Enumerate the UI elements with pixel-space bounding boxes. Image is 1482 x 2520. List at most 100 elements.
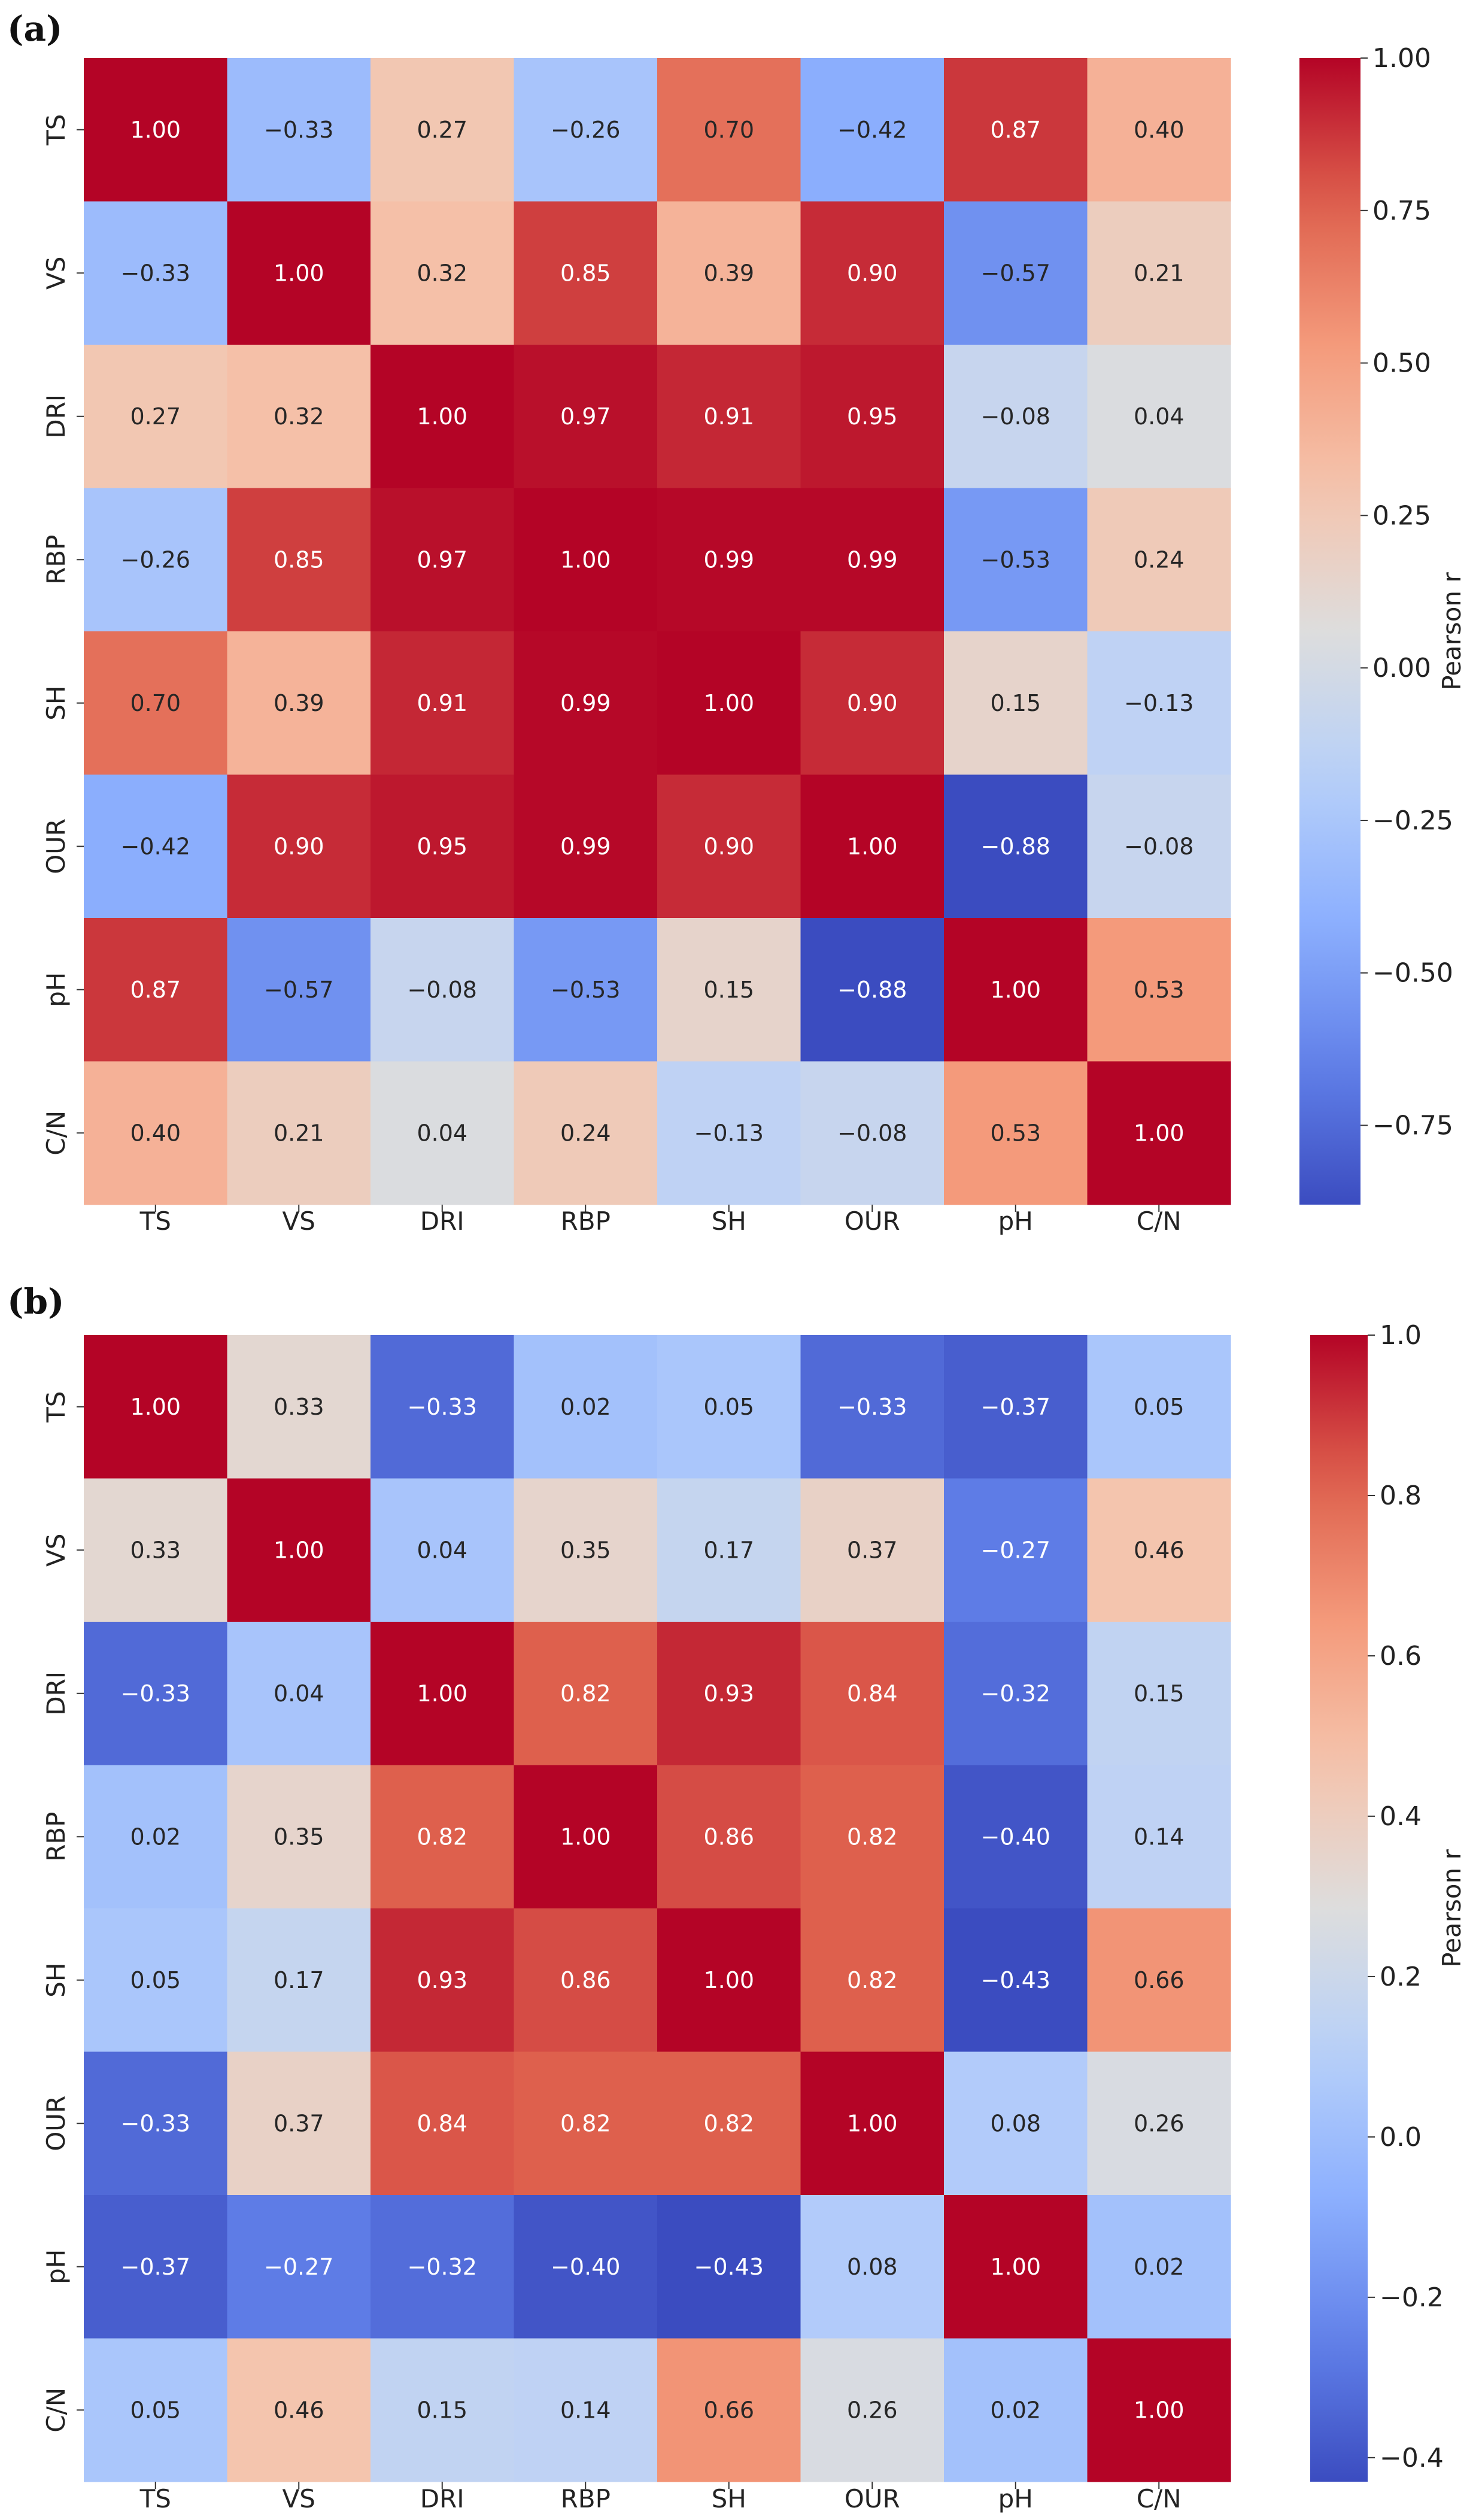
heatmap-cell: [657, 918, 801, 1062]
heatmap-cell: [227, 488, 371, 632]
cell-value-label: 0.04: [417, 1120, 467, 1146]
cell-value-label: 0.02: [1134, 2254, 1185, 2280]
heatmap-cell: [657, 631, 801, 776]
heatmap-cell: [514, 2195, 658, 2339]
heatmap-cell: [84, 1335, 228, 1479]
cell-value-label: 0.26: [1134, 2110, 1185, 2136]
heatmap-cell: [800, 774, 945, 919]
cell-value-label: −0.13: [694, 1120, 764, 1146]
cell-value-label: 1.00: [703, 1967, 754, 1993]
heatmap-cell: [800, 488, 945, 632]
colorbar-tick-label: −0.75: [1372, 1111, 1453, 1141]
heatmap-cell: [944, 774, 1088, 919]
heatmap-cell: [944, 1478, 1088, 1622]
heatmap-cell: [370, 918, 515, 1062]
cell-value-label: 0.90: [847, 690, 898, 716]
x-tick-label: C/N: [1137, 2484, 1182, 2513]
cell-value-label: 0.53: [1134, 977, 1185, 1003]
heatmap-cell: [514, 1061, 658, 1205]
cell-value-label: 0.39: [274, 690, 324, 716]
cell-value-label: −0.08: [837, 1120, 907, 1146]
cell-value-label: 1.00: [274, 1537, 324, 1563]
heatmap-cell: [370, 2195, 515, 2339]
cell-value-label: 0.37: [847, 1537, 898, 1563]
heatmap-cell: [1087, 58, 1231, 202]
cell-value-label: −0.33: [121, 1680, 190, 1707]
cell-value-label: 0.90: [703, 833, 754, 859]
cell-value-label: 0.66: [1134, 1967, 1185, 1993]
cell-value-label: −0.57: [981, 260, 1050, 286]
heatmap-cell: [800, 201, 945, 345]
colorbar-tick-label: 0.8: [1380, 1481, 1422, 1511]
heatmap-cell: [227, 918, 371, 1062]
heatmap-cell: [84, 1908, 228, 2053]
heatmap-cell: [84, 201, 228, 345]
cell-value-label: 0.95: [847, 403, 898, 430]
cell-value-label: 0.93: [417, 1967, 467, 1993]
y-tick-label: SH: [41, 1963, 71, 1998]
cell-value-label: 0.24: [560, 1120, 611, 1146]
heatmap-cell: [657, 201, 801, 345]
colorbar-tick-label: −0.25: [1372, 805, 1453, 836]
cell-value-label: 0.17: [274, 1967, 324, 1993]
cell-value-label: −0.43: [694, 2254, 764, 2280]
heatmap-cell: [227, 2195, 371, 2339]
x-tick-label: TS: [139, 1206, 171, 1236]
y-tick-label: VS: [41, 257, 71, 290]
cell-value-label: 0.86: [560, 1967, 611, 1993]
heatmap-cell: [657, 1765, 801, 1909]
cell-value-label: 0.32: [417, 260, 467, 286]
cell-value-label: −0.33: [837, 1394, 907, 1420]
colorbar-tick-label: −0.50: [1372, 958, 1453, 989]
cell-value-label: 0.05: [130, 2397, 181, 2423]
heatmap-cell: [370, 1335, 515, 1479]
cell-value-label: 0.40: [1134, 117, 1185, 143]
cell-value-label: 0.33: [130, 1537, 181, 1563]
heatmap-cell: [84, 774, 228, 919]
cell-value-label: 1.00: [130, 1394, 181, 1420]
heatmap-cell: [1087, 918, 1231, 1062]
heatmap-cell: [657, 1478, 801, 1622]
heatmap-cell: [84, 918, 228, 1062]
cell-value-label: 0.53: [990, 1120, 1041, 1146]
heatmap-cell: [800, 1622, 945, 1766]
cell-value-label: −0.27: [264, 2254, 333, 2280]
cell-value-label: 0.97: [560, 403, 611, 430]
x-tick-label: C/N: [1137, 1206, 1182, 1236]
x-tick-label: VS: [283, 2484, 315, 2513]
cell-value-label: 0.46: [1134, 1537, 1185, 1563]
y-tick-label: TS: [41, 114, 71, 146]
cell-value-label: 1.00: [560, 1823, 611, 1850]
cell-value-label: −0.42: [837, 117, 907, 143]
heatmap-cell: [944, 2338, 1088, 2482]
heatmap-cell: [227, 1765, 371, 1909]
heatmap-cell: [657, 1335, 801, 1479]
heatmap-cell: [227, 1335, 371, 1479]
heatmap-cell: [84, 1622, 228, 1766]
heatmap-cell: [944, 2051, 1088, 2196]
heatmap-cell: [227, 631, 371, 776]
heatmap-cell: [800, 345, 945, 489]
cell-value-label: −0.08: [981, 403, 1050, 430]
heatmap-cell: [800, 1765, 945, 1909]
heatmap-cell: [84, 58, 228, 202]
heatmap-cell: [370, 2051, 515, 2196]
heatmap-cell: [370, 1061, 515, 1205]
y-tick-label: RBP: [41, 535, 71, 585]
heatmap-cell: [944, 345, 1088, 489]
cell-value-label: 0.04: [274, 1680, 324, 1707]
cell-value-label: −0.57: [264, 977, 333, 1003]
heatmap-cell: [514, 345, 658, 489]
heatmap-cell: [514, 918, 658, 1062]
cell-value-label: 0.33: [274, 1394, 324, 1420]
heatmap-cell: [370, 1765, 515, 1909]
cell-value-label: 0.82: [560, 1680, 611, 1707]
heatmap-cell: [1087, 1622, 1231, 1766]
heatmap-cell: [944, 1061, 1088, 1205]
heatmap-cell: [657, 488, 801, 632]
cell-value-label: −0.33: [408, 1394, 477, 1420]
cell-value-label: 1.00: [417, 403, 467, 430]
cell-value-label: 0.05: [1134, 1394, 1185, 1420]
cell-value-label: 0.82: [847, 1823, 898, 1850]
cell-value-label: 0.70: [703, 117, 754, 143]
